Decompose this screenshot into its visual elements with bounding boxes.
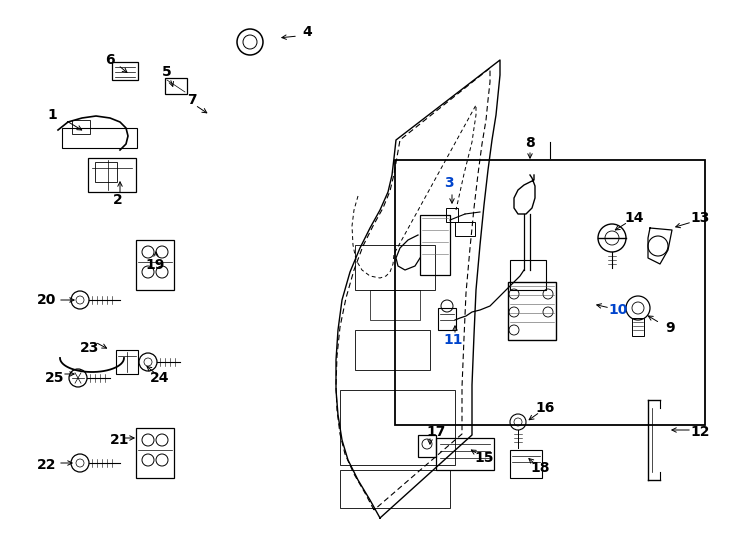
Bar [510, 450, 542, 478]
Bar [112, 62, 138, 80]
Bar [136, 428, 174, 478]
Text: 13: 13 [690, 211, 710, 225]
Text: 4: 4 [302, 25, 312, 39]
Bar [370, 290, 420, 320]
Text: 12: 12 [690, 425, 710, 439]
Text: 7: 7 [187, 93, 197, 107]
Bar [395, 160, 705, 425]
Bar [95, 162, 117, 182]
Bar [420, 215, 450, 275]
Text: 25: 25 [46, 371, 65, 385]
Text: 8: 8 [525, 136, 535, 150]
Bar [72, 120, 90, 134]
Text: 18: 18 [530, 461, 550, 475]
Text: 14: 14 [624, 211, 644, 225]
Bar [355, 330, 430, 370]
Bar [510, 260, 546, 290]
Text: 21: 21 [110, 433, 130, 447]
Bar [438, 308, 456, 330]
Bar [340, 470, 450, 508]
Text: 5: 5 [162, 65, 172, 79]
Text: 10: 10 [608, 303, 628, 317]
Bar [88, 158, 136, 192]
Text: 20: 20 [37, 293, 57, 307]
Text: 22: 22 [37, 458, 57, 472]
Bar [436, 438, 494, 470]
Text: 24: 24 [150, 371, 170, 385]
Text: 1: 1 [47, 108, 57, 122]
Bar [418, 435, 436, 457]
Text: 17: 17 [426, 425, 446, 439]
Bar [62, 128, 137, 148]
Text: 16: 16 [535, 401, 555, 415]
Text: 23: 23 [80, 341, 100, 355]
Bar [116, 350, 138, 374]
Bar [632, 318, 644, 336]
Text: 19: 19 [145, 258, 164, 272]
Text: 15: 15 [474, 451, 494, 465]
Bar [136, 240, 174, 290]
Bar [508, 282, 556, 340]
Bar [455, 222, 475, 236]
Bar [165, 78, 187, 94]
Bar [446, 208, 458, 222]
Bar [355, 245, 435, 290]
Text: 2: 2 [113, 193, 123, 207]
Bar [340, 390, 455, 465]
Text: 6: 6 [105, 53, 115, 67]
Text: 9: 9 [665, 321, 675, 335]
Text: 11: 11 [443, 333, 462, 347]
Text: 3: 3 [444, 176, 454, 190]
